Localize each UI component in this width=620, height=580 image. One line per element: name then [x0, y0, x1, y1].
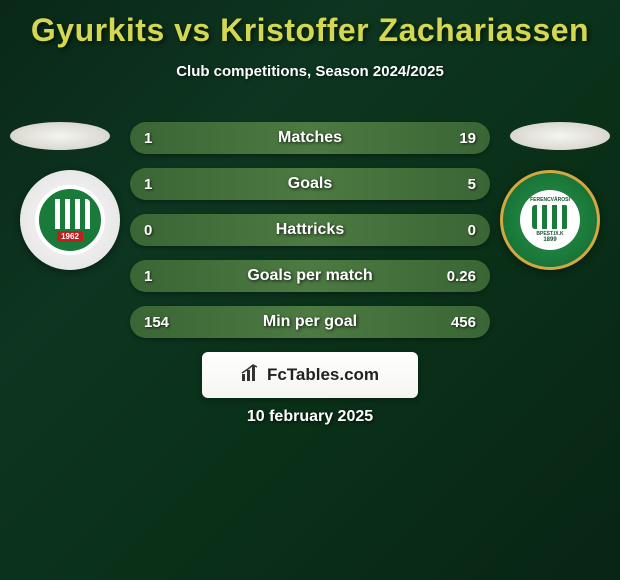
stat-value-left: 154: [144, 314, 169, 331]
stat-row: 1 Matches 19: [130, 122, 490, 154]
stat-label: Hattricks: [276, 221, 344, 239]
stat-value-right: 5: [468, 176, 476, 193]
stat-value-left: 0: [144, 222, 152, 239]
stat-row: 154 Min per goal 456: [130, 306, 490, 338]
page-title: Gyurkits vs Kristoffer Zachariassen: [0, 0, 620, 49]
brand-badge[interactable]: FcTables.com: [202, 352, 418, 398]
subtitle: Club competitions, Season 2024/2025: [0, 63, 620, 80]
stat-value-left: 1: [144, 268, 152, 285]
stat-row: 1 Goals 5: [130, 168, 490, 200]
stat-value-right: 0: [468, 222, 476, 239]
stat-value-left: 1: [144, 176, 152, 193]
brand-text: FcTables.com: [267, 365, 379, 385]
stat-row: 1 Goals per match 0.26: [130, 260, 490, 292]
crest-text-top: FERENCVÁROSI: [530, 197, 570, 203]
club-crest-left-inner: 1962: [35, 185, 105, 255]
crest-year: 1962: [57, 231, 83, 242]
stat-value-right: 0.26: [447, 268, 476, 285]
crest-stripes-icon: [532, 205, 568, 229]
date-text: 10 february 2025: [0, 408, 620, 426]
stat-value-right: 19: [459, 130, 476, 147]
player-silhouette-left: [10, 122, 110, 150]
club-crest-left: 1962: [20, 170, 120, 270]
stat-value-left: 1: [144, 130, 152, 147]
crest-stripes-icon: [50, 199, 90, 229]
stat-label: Goals per match: [247, 267, 372, 285]
stat-label: Matches: [278, 129, 342, 147]
stats-container: 1 Matches 19 1 Goals 5 0 Hattricks 0 1 Goals per m…: [130, 122, 490, 352]
club-crest-right-inner: FERENCVÁROSI BPEST.IX.K 1899: [520, 190, 580, 250]
crest-year: 1899: [543, 237, 556, 243]
stat-value-right: 456: [451, 314, 476, 331]
chart-icon: [241, 364, 261, 387]
player-silhouette-right: [510, 122, 610, 150]
club-crest-right: FERENCVÁROSI BPEST.IX.K 1899: [500, 170, 600, 270]
stat-row: 0 Hattricks 0: [130, 214, 490, 246]
stat-label: Goals: [288, 175, 332, 193]
stat-label: Min per goal: [263, 313, 357, 331]
